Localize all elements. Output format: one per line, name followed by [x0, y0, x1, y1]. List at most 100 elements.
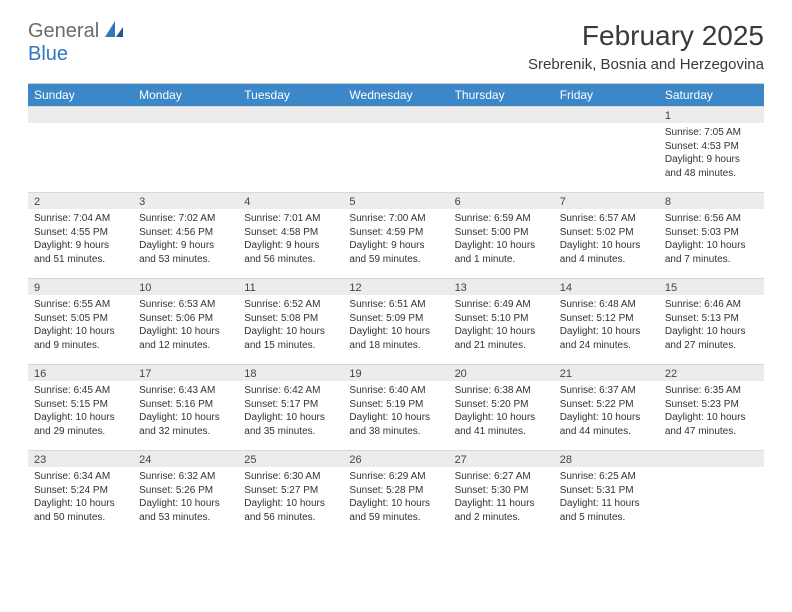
sunrise-text: Sunrise: 6:37 AM — [560, 384, 653, 398]
weeks-container: 1Sunrise: 7:05 AMSunset: 4:53 PMDaylight… — [28, 106, 764, 536]
sunset-text: Sunset: 5:20 PM — [455, 398, 548, 412]
sunset-text: Sunset: 5:00 PM — [455, 226, 548, 240]
day-number: 28 — [554, 451, 659, 467]
title-block: February 2025 Srebrenik, Bosnia and Herz… — [528, 20, 764, 73]
day-number — [659, 451, 764, 467]
day-number: 17 — [133, 365, 238, 381]
daylight-text: Daylight: 10 hours and 9 minutes. — [34, 325, 127, 352]
day-number: 11 — [238, 279, 343, 295]
sunset-text: Sunset: 5:23 PM — [665, 398, 758, 412]
day-number: 7 — [554, 193, 659, 209]
day-cell: 12Sunrise: 6:51 AMSunset: 5:09 PMDayligh… — [343, 278, 448, 364]
day-cell: 1Sunrise: 7:05 AMSunset: 4:53 PMDaylight… — [659, 106, 764, 192]
sunset-text: Sunset: 5:15 PM — [34, 398, 127, 412]
day-number: 25 — [238, 451, 343, 467]
sunset-text: Sunset: 5:22 PM — [560, 398, 653, 412]
sunrise-text: Sunrise: 6:48 AM — [560, 298, 653, 312]
sunset-text: Sunset: 5:27 PM — [244, 484, 337, 498]
day-cell: 26Sunrise: 6:29 AMSunset: 5:28 PMDayligh… — [343, 450, 448, 536]
day-cell: 18Sunrise: 6:42 AMSunset: 5:17 PMDayligh… — [238, 364, 343, 450]
daylight-text: Daylight: 9 hours and 48 minutes. — [665, 153, 758, 180]
day-number: 18 — [238, 365, 343, 381]
day-number: 21 — [554, 365, 659, 381]
day-number: 3 — [133, 193, 238, 209]
daylight-text: Daylight: 10 hours and 7 minutes. — [665, 239, 758, 266]
day-number — [449, 107, 554, 123]
day-cell: 2Sunrise: 7:04 AMSunset: 4:55 PMDaylight… — [28, 192, 133, 278]
week-row: 9Sunrise: 6:55 AMSunset: 5:05 PMDaylight… — [28, 278, 764, 364]
daylight-text: Daylight: 10 hours and 35 minutes. — [244, 411, 337, 438]
sunset-text: Sunset: 5:06 PM — [139, 312, 232, 326]
sunrise-text: Sunrise: 6:29 AM — [349, 470, 442, 484]
day-cell: 8Sunrise: 6:56 AMSunset: 5:03 PMDaylight… — [659, 192, 764, 278]
daylight-text: Daylight: 10 hours and 32 minutes. — [139, 411, 232, 438]
sunset-text: Sunset: 5:05 PM — [34, 312, 127, 326]
day-cell: 5 Sunrise: 7:00 AMSunset: 4:59 PMDaylight… — [343, 192, 448, 278]
sunrise-text: Sunrise: 6:40 AM — [349, 384, 442, 398]
weekday-sunday: Sunday — [28, 84, 133, 106]
day-cell: 4Sunrise: 7:01 AMSunset: 4:58 PMDaylight… — [238, 192, 343, 278]
daylight-text: Daylight: 10 hours and 18 minutes. — [349, 325, 442, 352]
sunrise-text: Sunrise: 6:52 AM — [244, 298, 337, 312]
day-number: 23 — [28, 451, 133, 467]
daylight-text: Daylight: 10 hours and 29 minutes. — [34, 411, 127, 438]
day-number: 12 — [343, 279, 448, 295]
daylight-text: Daylight: 9 hours and 59 minutes. — [349, 239, 442, 266]
sunset-text: Sunset: 4:56 PM — [139, 226, 232, 240]
sunset-text: Sunset: 4:59 PM — [349, 226, 442, 240]
weekday-row: Sunday Monday Tuesday Wednesday Thursday… — [28, 84, 764, 106]
day-cell: 23Sunrise: 6:34 AMSunset: 5:24 PMDayligh… — [28, 450, 133, 536]
day-cell: 7Sunrise: 6:57 AMSunset: 5:02 PMDaylight… — [554, 192, 659, 278]
day-cell: 27Sunrise: 6:27 AMSunset: 5:30 PMDayligh… — [449, 450, 554, 536]
sunrise-text: Sunrise: 6:43 AM — [139, 384, 232, 398]
sunrise-text: Sunrise: 6:45 AM — [34, 384, 127, 398]
day-number — [28, 107, 133, 123]
sunrise-text: Sunrise: 6:53 AM — [139, 298, 232, 312]
daylight-text: Daylight: 10 hours and 27 minutes. — [665, 325, 758, 352]
day-cell: 25Sunrise: 6:30 AMSunset: 5:27 PMDayligh… — [238, 450, 343, 536]
day-cell: 14Sunrise: 6:48 AMSunset: 5:12 PMDayligh… — [554, 278, 659, 364]
day-cell — [659, 450, 764, 536]
day-number: 5 — [343, 193, 448, 209]
daylight-text: Daylight: 10 hours and 24 minutes. — [560, 325, 653, 352]
sunset-text: Sunset: 5:12 PM — [560, 312, 653, 326]
sunrise-text: Sunrise: 6:57 AM — [560, 212, 653, 226]
day-cell — [343, 106, 448, 192]
sunset-text: Sunset: 4:55 PM — [34, 226, 127, 240]
day-cell: 11Sunrise: 6:52 AMSunset: 5:08 PMDayligh… — [238, 278, 343, 364]
day-number: 16 — [28, 365, 133, 381]
day-number: 6 — [449, 193, 554, 209]
sunset-text: Sunset: 5:13 PM — [665, 312, 758, 326]
daylight-text: Daylight: 10 hours and 56 minutes. — [244, 497, 337, 524]
sunrise-text: Sunrise: 7:00 AM — [349, 212, 442, 226]
day-number: 20 — [449, 365, 554, 381]
sunrise-text: Sunrise: 7:05 AM — [665, 126, 758, 140]
sunset-text: Sunset: 5:19 PM — [349, 398, 442, 412]
sunrise-text: Sunrise: 6:46 AM — [665, 298, 758, 312]
day-number: 1 — [659, 107, 764, 123]
location: Srebrenik, Bosnia and Herzegovina — [528, 56, 764, 73]
week-row: 1Sunrise: 7:05 AMSunset: 4:53 PMDaylight… — [28, 106, 764, 192]
week-row: 16Sunrise: 6:45 AMSunset: 5:15 PMDayligh… — [28, 364, 764, 450]
day-number — [133, 107, 238, 123]
day-cell: 28Sunrise: 6:25 AMSunset: 5:31 PMDayligh… — [554, 450, 659, 536]
sunrise-text: Sunrise: 6:51 AM — [349, 298, 442, 312]
day-number: 10 — [133, 279, 238, 295]
weekday-tuesday: Tuesday — [238, 84, 343, 106]
day-number: 27 — [449, 451, 554, 467]
day-cell: 19Sunrise: 6:40 AMSunset: 5:19 PMDayligh… — [343, 364, 448, 450]
day-cell: 10Sunrise: 6:53 AMSunset: 5:06 PMDayligh… — [133, 278, 238, 364]
daylight-text: Daylight: 10 hours and 53 minutes. — [139, 497, 232, 524]
sunset-text: Sunset: 4:58 PM — [244, 226, 337, 240]
logo-part1: General — [28, 20, 99, 42]
day-cell: 16 Sunrise: 6:45 AMSunset: 5:15 PMDayligh… — [28, 364, 133, 450]
day-cell: 9Sunrise: 6:55 AMSunset: 5:05 PMDaylight… — [28, 278, 133, 364]
sunset-text: Sunset: 5:16 PM — [139, 398, 232, 412]
day-number: 19 — [343, 365, 448, 381]
sunrise-text: Sunrise: 6:38 AM — [455, 384, 548, 398]
sunset-text: Sunset: 5:26 PM — [139, 484, 232, 498]
daylight-text: Daylight: 11 hours and 2 minutes. — [455, 497, 548, 524]
day-cell — [554, 106, 659, 192]
daylight-text: Daylight: 10 hours and 4 minutes. — [560, 239, 653, 266]
sunrise-text: Sunrise: 7:02 AM — [139, 212, 232, 226]
